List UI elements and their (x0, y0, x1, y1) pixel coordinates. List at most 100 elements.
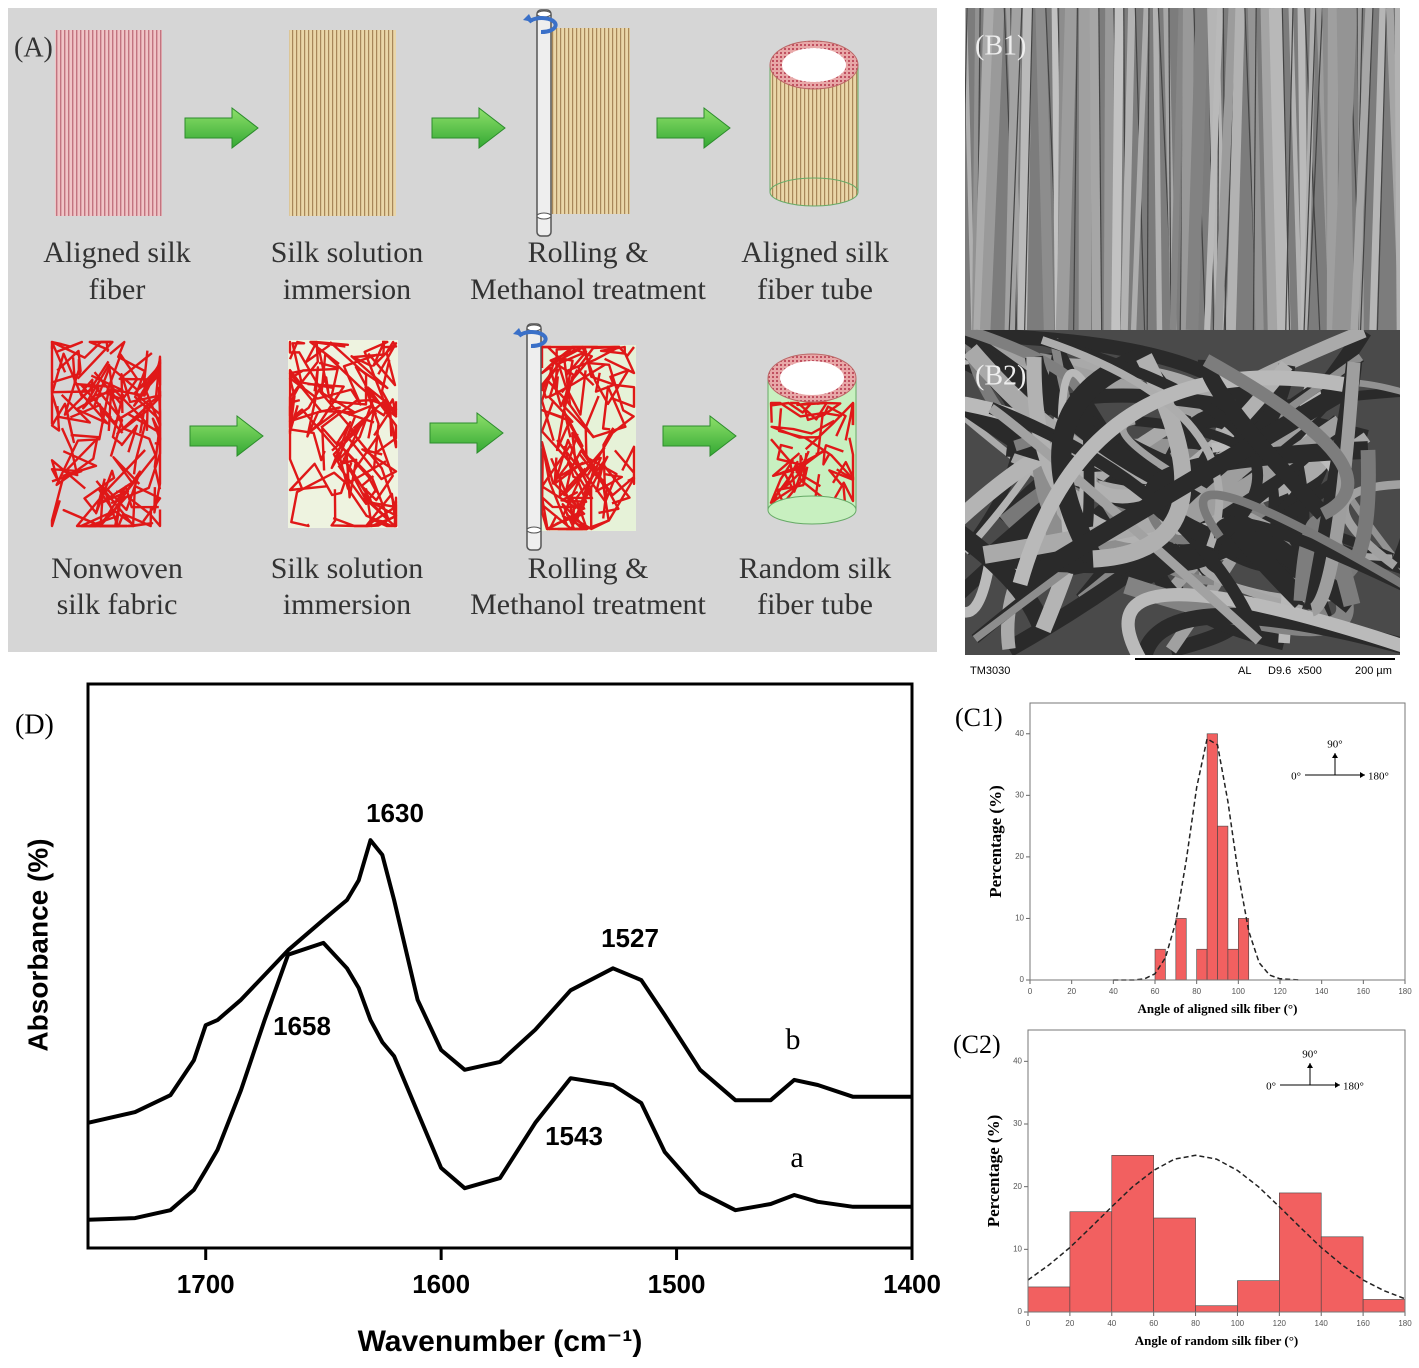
y-tick-label: 0 (1020, 975, 1025, 984)
step-label: Random silk (739, 552, 892, 585)
fiber (109, 340, 161, 421)
sem-footer: TM3030 (970, 665, 1010, 677)
step-label: Rolling & (528, 552, 649, 585)
sem-fiber-edge (1359, 8, 1374, 330)
x-tick-label: 60 (1149, 1319, 1158, 1328)
fiber (561, 446, 606, 531)
sem-fiber-edge (1073, 8, 1078, 330)
inset-label: 0° (1291, 771, 1301, 783)
spectrum-line (87, 838, 912, 1125)
y-tick-label: 30 (1013, 1119, 1022, 1128)
sem-fiber (1181, 8, 1194, 330)
sem-fiber-edge (1307, 8, 1324, 330)
inset-label: 90° (1327, 739, 1342, 751)
fiber (769, 438, 796, 504)
y-tick-label: 20 (1013, 1182, 1022, 1191)
nonwoven (50, 340, 162, 528)
sem-fiber (1394, 8, 1400, 330)
y-axis-label: Percentage (%) (986, 785, 1005, 898)
sem-fiber-edge (1098, 8, 1103, 330)
tube-lumen (780, 361, 844, 395)
fiber (540, 433, 579, 527)
fiber (771, 448, 831, 477)
fiber (555, 347, 593, 395)
sem-fiber (1202, 354, 1355, 520)
step-label: fiber tube (757, 273, 873, 306)
x-tick-label: 0 (1026, 1319, 1031, 1328)
x-tick-label: 80 (1192, 987, 1201, 996)
panel-label: (C2) (953, 1030, 1001, 1059)
y-tick-label: 10 (1015, 914, 1024, 923)
tube-bottom (767, 495, 857, 525)
rod-end (536, 212, 552, 220)
fiber (589, 478, 620, 531)
sem-fiber (1111, 8, 1124, 330)
sem-fiber (1103, 8, 1114, 330)
histogram-bar (1175, 918, 1187, 981)
x-axis-label: Wavenumber (cm⁻¹) (358, 1325, 643, 1358)
process-arrow (184, 106, 259, 150)
fiber (107, 393, 157, 501)
arrow-head (1332, 753, 1365, 778)
fiber (540, 368, 574, 423)
fiber (321, 421, 352, 471)
peak-label: 1527 (601, 923, 659, 953)
fiber (288, 367, 338, 433)
sem-fiber (1040, 336, 1224, 549)
process-arrow (189, 414, 264, 458)
step-label: fiber tube (757, 588, 873, 621)
fiber (613, 445, 636, 486)
plot-frame (86, 682, 914, 1250)
fiber (63, 359, 124, 457)
sem-fiber (1369, 8, 1387, 330)
fiber (352, 340, 398, 375)
x-tick-label: 120 (1273, 1319, 1287, 1328)
x-tick-label: 20 (1065, 1319, 1074, 1328)
fiber (93, 352, 153, 407)
panel-label: (A) (14, 32, 53, 63)
sem-fiber (973, 8, 997, 330)
coated-fibers (288, 340, 398, 528)
x-tick-label: 1700 (177, 1269, 235, 1299)
x-tick-label: 40 (1109, 987, 1118, 996)
sem-fiber (1152, 8, 1163, 330)
histogram-bar (1279, 1192, 1322, 1313)
sem-b2-fibers (965, 330, 1400, 655)
x-tick-label: 180 (1398, 1319, 1412, 1328)
fiber (557, 350, 588, 416)
fiber (586, 361, 635, 476)
y-axis-label: Absorbance (%) (22, 838, 53, 1051)
y-tick-label: 10 (1013, 1244, 1022, 1253)
histogram-bar (1227, 948, 1239, 981)
histogram-bar (1111, 1155, 1154, 1313)
sem-fiber (1120, 8, 1136, 330)
fiber (540, 448, 558, 531)
sem-fiber (1350, 8, 1373, 330)
fiber (290, 471, 348, 528)
inset-label: 90° (1302, 1049, 1317, 1061)
fiber (75, 378, 113, 425)
x-tick-label: 160 (1356, 1319, 1370, 1328)
fiber (363, 340, 390, 437)
x-tick-label: 20 (1067, 987, 1076, 996)
fiber (55, 393, 110, 487)
fiber (332, 496, 398, 528)
peak-label: 1630 (366, 798, 424, 828)
fiber (367, 340, 398, 387)
y-tick-label: 40 (1015, 729, 1024, 738)
sem-fiber-edge (1403, 8, 1404, 330)
peak-label: 1658 (273, 1011, 331, 1041)
fiber (540, 443, 576, 523)
process-arrow (656, 106, 731, 150)
x-tick-label: 100 (1231, 1319, 1245, 1328)
fiber (75, 449, 146, 528)
fiber (109, 361, 162, 407)
sem-footer: D9.6 (1268, 665, 1291, 677)
fiber (777, 408, 855, 481)
fiber (50, 352, 91, 424)
fiber (790, 401, 828, 421)
coated-mat (289, 30, 396, 216)
step-label: Methanol treatment (470, 273, 706, 306)
sem-fiber-edge (965, 8, 968, 143)
series-label: a (790, 1141, 803, 1174)
